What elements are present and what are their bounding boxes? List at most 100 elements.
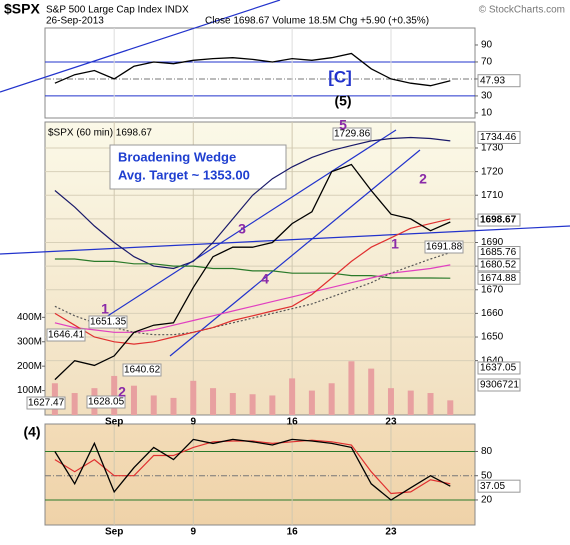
level-box (477, 130, 521, 144)
price-label: 1627.47 (28, 398, 65, 409)
y-tick-label: 1650 (481, 332, 504, 343)
wave-label: [C] (328, 67, 352, 86)
wave-label: 1 (391, 236, 399, 252)
y-tick-label: 20 (481, 495, 493, 506)
level-label: 1680.52 (480, 260, 517, 271)
level-box (477, 213, 521, 227)
level-label: 47.93 (480, 75, 505, 86)
price-label: 1640.62 (124, 365, 161, 376)
level-box (477, 74, 521, 88)
y-tick-label: 70 (481, 57, 493, 68)
level-box (477, 479, 521, 493)
series-line (54, 264, 451, 333)
volume-bar (150, 395, 157, 415)
price-box (424, 240, 464, 254)
level-label: 1734.46 (480, 132, 517, 143)
volume-bar (71, 393, 78, 415)
level-label: 37.05 (480, 481, 505, 492)
x-tick-label: Sep (105, 527, 123, 538)
price-label: 1691.88 (426, 242, 463, 253)
x-tick-label: 16 (287, 527, 299, 538)
volume-bar (111, 375, 118, 415)
credit: © StockCharts.com (479, 5, 565, 16)
x-tick-label: 9 (190, 417, 196, 428)
volume-bar (190, 380, 197, 415)
price-box (88, 315, 128, 329)
date: 26-Sep-2013 (46, 16, 104, 27)
volume-bar (289, 378, 296, 415)
price-box (46, 328, 86, 342)
volume-bar (269, 395, 276, 415)
level-label: 1637.05 (480, 363, 517, 374)
series-line (54, 439, 451, 495)
price-box (332, 127, 372, 141)
panel-title: $SPX (60 min) 1698.67 (48, 128, 152, 139)
trendlines (0, 0, 570, 357)
y-tick-label: 1660 (481, 308, 504, 319)
price-box (26, 396, 66, 410)
wave-label: 5 (339, 117, 347, 133)
x-tick-label: Sep (105, 417, 123, 428)
wave-label: 1 (101, 301, 109, 317)
quote: Close 1698.67 Volume 18.5M Chg +5.90 (+0… (205, 16, 429, 27)
y-tick-label: 50 (481, 470, 493, 481)
price-box (86, 395, 126, 409)
volume-bar (130, 385, 137, 415)
level-label: 1698.67 (480, 215, 517, 226)
x-tick-label: 9 (190, 527, 196, 538)
y-tick-label: 10 (481, 108, 493, 119)
level-box (477, 361, 521, 375)
series-line (54, 163, 451, 381)
series-line (54, 258, 451, 279)
name: S&P 500 Large Cap Index INDX (46, 5, 189, 16)
volume-bar (229, 393, 236, 415)
y-tick-label: 1710 (481, 190, 504, 201)
volume-bar (368, 368, 375, 415)
price-label: 1651.35 (90, 317, 127, 328)
y-tick-label: 300M (17, 336, 42, 347)
volume-bar (407, 390, 414, 415)
wave-label: 4 (261, 271, 269, 287)
x-tick-label: 23 (385, 417, 397, 428)
y-tick-label: 400M (17, 312, 42, 323)
volume-bar (348, 361, 355, 415)
series-line (54, 218, 451, 345)
volume-bar (249, 394, 256, 415)
wave-label: (4) (23, 424, 40, 440)
y-tick-label: 1730 (481, 143, 504, 154)
wave-label: 2 (118, 384, 126, 400)
level-label: 9306721 (480, 380, 519, 391)
level-box (477, 378, 521, 392)
panel-top (44, 27, 476, 119)
price-label: 1729.86 (334, 129, 371, 140)
volume-bar (447, 400, 454, 415)
level-box (477, 271, 521, 285)
annotation: Avg. Target ~ 1353.00 (118, 167, 250, 182)
volume-bar (210, 388, 217, 415)
y-tick-label: 100M (17, 385, 42, 396)
level-label: 1685.76 (480, 247, 517, 258)
x-tick-label: 23 (385, 527, 397, 538)
volume-bar (387, 388, 394, 415)
panel-bottom (44, 423, 476, 526)
series-line (54, 438, 451, 501)
volume-bar (427, 393, 434, 415)
volume-bar (308, 390, 315, 415)
level-label: 1674.88 (480, 273, 517, 284)
volume-bar (170, 397, 177, 415)
y-tick-label: 90 (481, 40, 493, 51)
volume-bar (328, 383, 335, 415)
series-line (54, 136, 451, 270)
y-tick-label: 30 (481, 91, 493, 102)
x-tick-label: 16 (287, 417, 299, 428)
y-tick-label: 1670 (481, 284, 504, 295)
price-box (122, 363, 162, 377)
series-line (54, 52, 451, 87)
y-tick-label: 200M (17, 361, 42, 372)
wave-label: 3 (238, 221, 246, 237)
wave-label: (5) (334, 93, 351, 109)
y-tick-label: 1720 (481, 166, 504, 177)
wave-label: 2 (419, 171, 427, 187)
price-label: 1628.05 (88, 397, 125, 408)
